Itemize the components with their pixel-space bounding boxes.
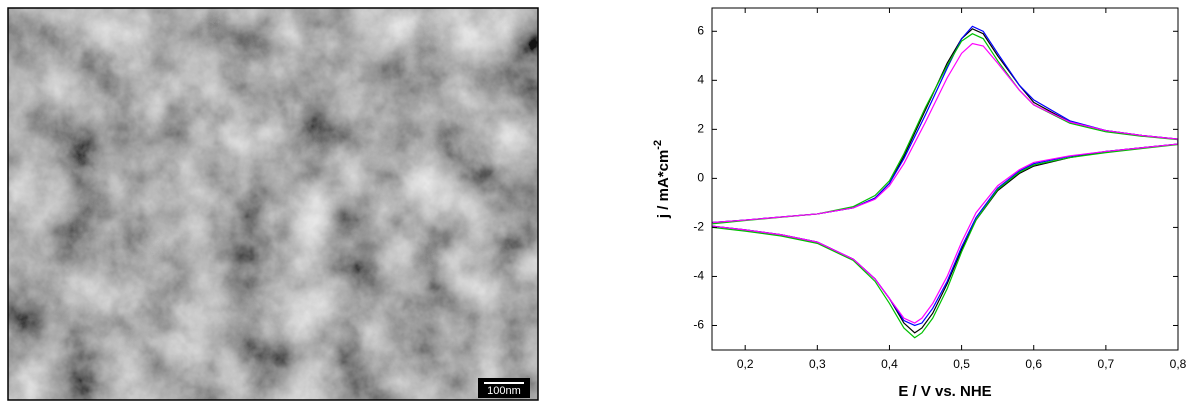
x-tick-label: 0,5: [953, 357, 970, 371]
x-tick-label: 0,4: [881, 357, 898, 371]
sem-image: 100nm: [8, 8, 538, 400]
y-axis-label-superscript: -2: [652, 140, 664, 150]
figure: 100nm 0,2 0,3 0,4 0,5 0,6 0,7 0,8 -6 -4 -2 0 2 4 6 E /…: [0, 0, 1189, 405]
y-axis-label: j / mA*cm-2: [652, 140, 672, 219]
x-tick-label: 0,3: [809, 357, 826, 371]
x-axis-label: E / V vs. NHE: [898, 383, 991, 400]
x-tick-label: 0,2: [737, 357, 754, 371]
y-tick-label: 0: [697, 171, 704, 185]
plot-area: [713, 26, 1178, 337]
x-tick-label: 0,8: [1170, 357, 1187, 371]
cv-curve: [713, 44, 1178, 323]
cv-curve: [713, 29, 1178, 333]
chart: 0,2 0,3 0,4 0,5 0,6 0,7 0,8 -6 -4 -2 0 2 4 6 E / V vs.…: [652, 8, 1187, 400]
y-tick-label: -2: [693, 220, 704, 234]
y-axis-label-text: j / mA*cm: [655, 150, 672, 219]
cv-curve: [713, 34, 1178, 338]
y-tick-label: 4: [697, 72, 704, 86]
y-tick-label: 2: [697, 122, 704, 136]
y-tick-label: -4: [693, 269, 704, 283]
x-tick-label: 0,6: [1025, 357, 1042, 371]
scale-bar-label: 100nm: [487, 385, 521, 397]
plot-frame: [712, 8, 1178, 350]
y-tick-label: 6: [697, 23, 704, 37]
y-tick-label: -6: [693, 318, 704, 332]
x-tick-label: 0,7: [1098, 357, 1115, 371]
